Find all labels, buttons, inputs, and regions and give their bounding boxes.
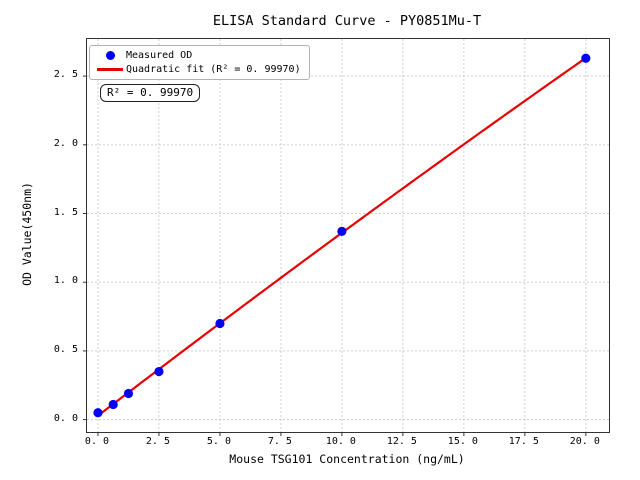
legend: Measured OD Quadratic fit (R² = 0. 99970… xyxy=(89,45,310,80)
data-point xyxy=(154,366,164,377)
legend-label-measured-od: Measured OD xyxy=(126,50,193,61)
legend-label-quadratic-fit: Quadratic fit (R² = 0. 99970) xyxy=(126,64,301,75)
plot-canvas xyxy=(83,39,609,436)
chart-title: ELISA Standard Curve - PY0851Mu-T xyxy=(212,13,482,29)
y-axis-label: OD Value(450nm) xyxy=(20,182,34,286)
y-tick-label: 0. 0 xyxy=(53,412,78,424)
data-point xyxy=(108,399,118,410)
x-tick-label: 5. 0 xyxy=(206,436,231,447)
data-point xyxy=(337,226,347,236)
x-tick-label: 17. 5 xyxy=(508,436,539,447)
quadratic-fit-line-icon xyxy=(97,68,123,71)
x-tick-label: 2. 5 xyxy=(145,436,170,447)
x-tick-label: 10. 0 xyxy=(325,436,356,447)
x-tick-label: 0. 0 xyxy=(84,436,110,447)
x-axis-label: Mouse TSG101 Concentration (ng/mL) xyxy=(229,452,465,466)
x-tick-label: 7. 5 xyxy=(267,436,292,447)
x-tick-label: 12. 5 xyxy=(386,436,417,447)
y-tick-label: 2. 0 xyxy=(53,137,78,149)
legend-entry-quadratic-fit: Quadratic fit (R² = 0. 99970) xyxy=(94,64,301,75)
legend-entry-measured-od: Measured OD xyxy=(94,50,301,61)
plot-area: Measured OD Quadratic fit (R² = 0. 99970… xyxy=(83,38,610,436)
data-point xyxy=(215,318,225,329)
x-tick-label: 15. 0 xyxy=(447,436,478,447)
data-point xyxy=(93,408,103,418)
y-tick-label: 2. 5 xyxy=(53,69,78,81)
y-tick-label: 1. 0 xyxy=(53,275,78,287)
y-tick-label: 0. 5 xyxy=(53,343,78,355)
measured-od-dot-icon xyxy=(105,51,115,60)
r-squared-annotation: R² = 0. 99970 xyxy=(100,84,201,102)
y-tick-label: 1. 5 xyxy=(53,206,78,218)
data-point xyxy=(581,53,591,63)
legend-marker-box xyxy=(94,68,126,71)
data-point xyxy=(123,388,134,399)
x-tick-label: 20. 0 xyxy=(569,436,600,447)
legend-marker-box xyxy=(94,51,126,60)
